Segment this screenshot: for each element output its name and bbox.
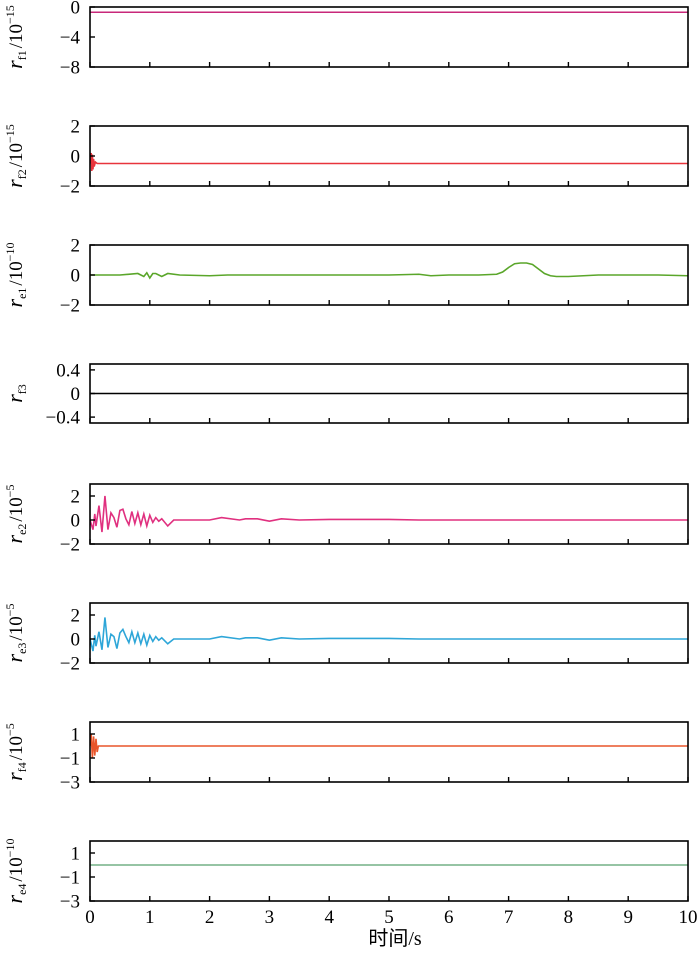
y-tick-label: −2 bbox=[60, 177, 80, 198]
plot-frame bbox=[89, 6, 689, 68]
subplot-2: 2 0 −2 rf2/10−15 bbox=[2, 117, 689, 198]
x-tick-label: 9 bbox=[623, 907, 633, 928]
y-tick-label: −3 bbox=[60, 892, 80, 913]
series-line-f4 bbox=[90, 733, 688, 759]
y-tick-label: 0.4 bbox=[56, 360, 80, 381]
x-axis-label: 时间/s bbox=[368, 927, 422, 950]
y-axis-label-var: r bbox=[2, 60, 27, 69]
series-line-e2 bbox=[90, 495, 688, 533]
y-axis-label-var: r bbox=[2, 653, 27, 662]
y-axis-label: re2/10−5 bbox=[2, 485, 29, 544]
subplot-4: 0.4 0 −0.4 rf3 bbox=[2, 360, 689, 429]
y-tick-label: 2 bbox=[71, 117, 81, 138]
y-tick-label: 2 bbox=[71, 487, 81, 508]
y-tick-label: 1 bbox=[71, 725, 81, 746]
x-tick-label: 3 bbox=[265, 907, 275, 928]
y-axis-label-var: r bbox=[2, 772, 27, 781]
subplots: 0−4−8rf1/10−1520−2rf2/10−1520−2re1/10−10… bbox=[2, 0, 698, 928]
y-axis-label: re4/10−10 bbox=[2, 839, 29, 904]
y-axis-label-sub: f3 bbox=[15, 384, 29, 394]
y-axis-label: rf1/10−15 bbox=[2, 5, 29, 69]
subplot-8: 1 −1 −3 re4/10−10 0 1 2 3 4 5 6 7 8 9 10 bbox=[2, 839, 698, 928]
y-tick-label: 0 bbox=[71, 384, 81, 405]
y-axis-label-var: r bbox=[2, 298, 27, 307]
y-axis-label-unit: /10 bbox=[6, 143, 27, 167]
y-tick-label: −2 bbox=[60, 296, 80, 317]
y-tick-label: −1 bbox=[60, 749, 80, 770]
x-tick-label: 6 bbox=[444, 907, 454, 928]
subplot-6: 2 0 −2 re3/10−5 bbox=[2, 602, 689, 675]
plot-frame bbox=[89, 125, 689, 187]
y-axis-label-unit: /10 bbox=[6, 736, 27, 760]
y-tick-label: 0 bbox=[71, 0, 81, 19]
y-axis-label-var: r bbox=[2, 894, 27, 903]
series-line-e1 bbox=[90, 262, 688, 280]
y-tick-label: −3 bbox=[60, 773, 80, 794]
y-tick-label: −4 bbox=[60, 28, 81, 49]
y-axis-label-var: r bbox=[2, 394, 27, 403]
y-axis-label: re1/10−10 bbox=[2, 243, 29, 308]
x-tick-label: 10 bbox=[679, 907, 698, 928]
y-axis-label-exp: −15 bbox=[3, 5, 17, 24]
y-axis-label: rf4/10−5 bbox=[2, 723, 29, 781]
y-axis-label-exp: −15 bbox=[3, 124, 17, 143]
y-axis-label-exp: −10 bbox=[3, 839, 17, 858]
y-axis-label-sub: e2 bbox=[15, 524, 29, 535]
y-axis-label-unit: /10 bbox=[6, 616, 27, 640]
y-axis-label-unit: /10 bbox=[6, 24, 27, 48]
y-axis-label-sub: f4 bbox=[15, 762, 29, 772]
plot-frame bbox=[89, 721, 689, 783]
y-axis-label-exp: −10 bbox=[3, 243, 17, 262]
y-axis-label: rf2/10−15 bbox=[2, 124, 29, 188]
y-tick-label: 0 bbox=[71, 630, 81, 651]
y-axis-label-exp: −5 bbox=[3, 604, 17, 617]
y-axis-label-sub: e1 bbox=[15, 288, 29, 299]
x-tick-label: 1 bbox=[145, 907, 155, 928]
subplot-1: 0 −4 −8 rf1/10−15 bbox=[2, 0, 689, 79]
series-line-e3 bbox=[90, 617, 688, 652]
y-tick-label: 2 bbox=[71, 606, 81, 627]
y-axis-label-var: r bbox=[2, 179, 27, 188]
y-axis-label-exp: −5 bbox=[3, 723, 17, 736]
y-axis-label-sub: e3 bbox=[15, 643, 29, 654]
y-axis-label-unit: /10 bbox=[6, 261, 27, 285]
x-tick-label: 7 bbox=[504, 907, 514, 928]
y-axis-label-exp: −5 bbox=[3, 485, 17, 498]
y-axis-label-var: r bbox=[2, 534, 27, 543]
x-tick-label: 0 bbox=[85, 907, 95, 928]
y-tick-label: 0 bbox=[71, 147, 81, 168]
x-tick-label: 4 bbox=[324, 907, 334, 928]
y-tick-label: 0 bbox=[71, 266, 81, 287]
y-axis-label-sub: f2 bbox=[15, 169, 29, 179]
series-line-f2 bbox=[90, 152, 688, 172]
plot-frame bbox=[89, 840, 689, 902]
x-tick-label: 5 bbox=[384, 907, 394, 928]
subplot-7: 1 −1 −3 rf4/10−5 bbox=[2, 721, 689, 794]
y-axis-label-sub: e4 bbox=[15, 884, 29, 895]
y-tick-label: −2 bbox=[60, 535, 80, 556]
y-axis-label: rf3 bbox=[2, 384, 29, 403]
y-axis-label-unit: /10 bbox=[6, 857, 27, 881]
plot-frame bbox=[89, 483, 689, 545]
x-tick-label: 8 bbox=[564, 907, 574, 928]
y-tick-label: −8 bbox=[60, 58, 80, 79]
x-tick-label: 2 bbox=[205, 907, 215, 928]
y-tick-label: −1 bbox=[60, 868, 80, 889]
y-axis-label-sub: f1 bbox=[15, 50, 29, 60]
y-tick-label: 0 bbox=[71, 511, 81, 532]
plot-frame bbox=[89, 602, 689, 664]
subplot-3: 2 0 −2 re1/10−10 bbox=[2, 236, 689, 317]
subplot-5: 2 0 −2 re2/10−5 bbox=[2, 483, 689, 556]
y-tick-label: −2 bbox=[60, 654, 80, 675]
y-tick-label: 2 bbox=[71, 236, 81, 257]
y-tick-label: 1 bbox=[71, 844, 81, 865]
y-axis-label-unit: /10 bbox=[6, 497, 27, 521]
y-axis-label: re3/10−5 bbox=[2, 604, 29, 663]
y-tick-label: −0.4 bbox=[46, 408, 81, 429]
